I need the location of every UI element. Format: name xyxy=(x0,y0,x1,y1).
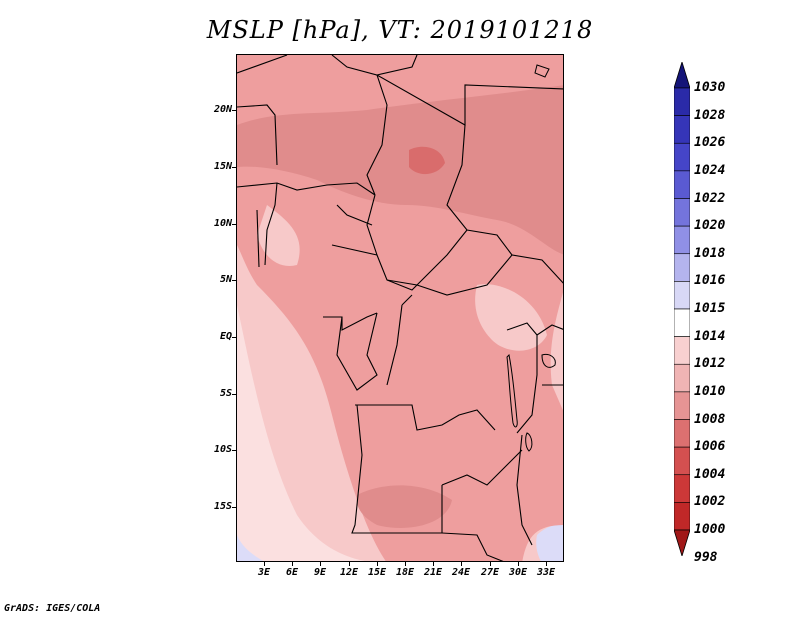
pressure-field-1012-congo xyxy=(475,284,547,351)
colorbar-label: 1022 xyxy=(694,190,726,206)
lon-tick xyxy=(405,562,406,566)
lat-label-10s: 10S xyxy=(213,444,232,455)
colorbar-cell xyxy=(674,198,690,227)
colorbar-cell xyxy=(674,115,690,144)
colorbar-label: 1014 xyxy=(694,328,726,344)
lat-tick xyxy=(232,507,236,508)
lon-label-21e: 21E xyxy=(423,567,443,578)
colorbar-cell xyxy=(674,87,690,116)
lat-label-5s: 5S xyxy=(219,388,232,399)
lon-tick xyxy=(377,562,378,566)
colorbar-cell xyxy=(674,502,690,531)
plot-title: MSLP [hPa], VT: 2019101218 xyxy=(206,16,594,44)
colorbar-label: 998 xyxy=(694,549,718,565)
pressure-field-1016-se xyxy=(536,523,563,561)
colorbar-label: 1016 xyxy=(694,273,726,289)
colorbar-label: 1030 xyxy=(694,80,726,95)
colorbar-cell xyxy=(674,363,690,393)
lon-tick xyxy=(292,562,293,566)
lat-label-15n: 15N xyxy=(213,161,232,172)
colorbar-cell xyxy=(674,308,690,337)
colorbar xyxy=(674,62,690,556)
lon-label-3e: 3E xyxy=(257,567,271,578)
lat-tick xyxy=(232,167,236,168)
colorbar-label: 1028 xyxy=(694,107,726,123)
lat-tick xyxy=(232,110,236,111)
colorbar-cell xyxy=(674,446,690,476)
lat-tick xyxy=(232,337,236,338)
map-panel xyxy=(236,54,564,562)
pressure-field-1008-south xyxy=(356,485,452,528)
lat-label-5n: 5N xyxy=(219,274,232,285)
lon-label-30e: 30E xyxy=(508,567,528,578)
colorbar-label: 1000 xyxy=(694,522,726,537)
colorbar-label: 1012 xyxy=(694,356,726,372)
colorbar-label: 1006 xyxy=(694,439,726,455)
country-borders xyxy=(237,55,563,561)
pressure-field-1012-west xyxy=(257,205,300,266)
lon-label-15e: 15E xyxy=(367,567,387,578)
lon-label-6e: 6E xyxy=(285,567,299,578)
mslp-map xyxy=(237,55,563,561)
colorbar-label: 1008 xyxy=(694,411,726,427)
colorbar-cell xyxy=(674,336,690,365)
lon-tick xyxy=(349,562,350,566)
lon-tick xyxy=(518,562,519,566)
colorbar-cell xyxy=(674,142,690,172)
lon-label-24e: 24E xyxy=(451,567,471,578)
lat-tick xyxy=(232,280,236,281)
pressure-field-1014-ocean xyxy=(237,305,366,561)
colorbar-label: 1004 xyxy=(694,466,726,482)
pressure-field-1006-core xyxy=(409,146,445,175)
colorbar-label: 1010 xyxy=(694,383,726,399)
lon-tick xyxy=(461,562,462,566)
colorbar-label: 1018 xyxy=(694,245,726,261)
colorbar-cell xyxy=(674,474,690,503)
colorbar-label: 1020 xyxy=(694,218,726,234)
lat-tick xyxy=(232,394,236,395)
lon-label-18e: 18E xyxy=(395,567,415,578)
lat-label-10n: 10N xyxy=(213,218,232,229)
colorbar-top-arrow xyxy=(674,62,690,89)
colorbar-cell xyxy=(674,253,690,282)
lat-label-15s: 15S xyxy=(213,501,232,512)
colorbar-cell xyxy=(674,391,690,420)
colorbar-cell xyxy=(674,281,690,310)
colorbar-bottom-arrow xyxy=(674,529,690,556)
lat-tick xyxy=(232,224,236,225)
grads-credit: GrADS: IGES/COLA xyxy=(4,603,101,614)
pressure-field-1008-sahel xyxy=(237,85,563,255)
lon-label-12e: 12E xyxy=(339,567,359,578)
colorbar-label: 1026 xyxy=(694,135,726,151)
pressure-field-1016-sw xyxy=(237,535,264,561)
lon-tick xyxy=(546,562,547,566)
lat-tick xyxy=(232,450,236,451)
lon-tick xyxy=(490,562,491,566)
lon-tick xyxy=(433,562,434,566)
lakes xyxy=(506,64,556,452)
colorbar-label: 1015 xyxy=(694,301,726,316)
lon-label-27e: 27E xyxy=(480,567,500,578)
lon-label-33e: 33E xyxy=(536,567,556,578)
lon-label-9e: 9E xyxy=(313,567,327,578)
colorbar-cell xyxy=(674,170,690,199)
lon-tick xyxy=(320,562,321,566)
lat-label-eq: EQ xyxy=(219,331,232,342)
colorbar-label: 1024 xyxy=(694,162,726,178)
colorbar-cell xyxy=(674,419,690,448)
colorbar-cell xyxy=(674,225,690,255)
lat-label-20n: 20N xyxy=(213,104,232,115)
colorbar-label: 1002 xyxy=(694,494,726,510)
lon-tick xyxy=(264,562,265,566)
